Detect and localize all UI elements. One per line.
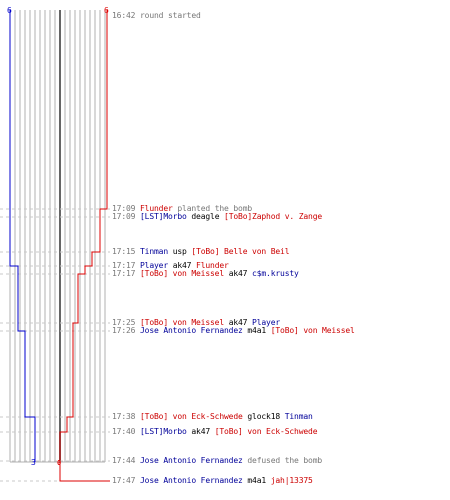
event-weapon: m4a1 [247, 476, 267, 485]
event-player-blue: Player [252, 318, 281, 327]
round-timeline-graph [0, 10, 110, 482]
event-player-red: Flunder [196, 261, 229, 270]
event-player-blue: c$m.krusty [252, 269, 299, 278]
event-row: 16:42 round started [112, 11, 201, 21]
event-weapon: m4a1 [247, 326, 267, 335]
event-player-red: [ToBo]Zaphod v. Zange [224, 212, 323, 221]
event-weapon: ak47 [228, 318, 248, 327]
event-time: 17:40 [112, 427, 136, 436]
event-weapon: ak47 [172, 261, 192, 270]
event-time: 17:44 [112, 456, 136, 465]
event-row: 17:17 Player ak47 Flunder [112, 261, 229, 271]
event-player-red: [ToBo] von Eck-Schwede [214, 427, 318, 436]
event-player-blue: Jose Antonio Fernandez [140, 476, 243, 485]
event-note: round started [140, 11, 201, 20]
red-alive-start-count: 6 [104, 6, 109, 15]
event-player-blue: Jose Antonio Fernandez [140, 326, 243, 335]
event-player-blue: Tinman [140, 247, 169, 256]
event-row: 17:40 [LST]Morbo ak47 [ToBo] von Eck-Sch… [112, 427, 318, 437]
event-player-red: [ToBo] von Meissel [140, 318, 225, 327]
event-time: 17:15 [112, 247, 136, 256]
event-player-red: [ToBo] Belle von Beil [191, 247, 290, 256]
event-player-blue: Jose Antonio Fernandez [140, 456, 243, 465]
event-time: 17:09 [112, 212, 136, 221]
event-row: 17:26 Jose Antonio Fernandez m4a1 [ToBo]… [112, 326, 355, 336]
event-note: planted the bomb [177, 204, 253, 213]
event-row: 17:09 [LST]Morbo deagle [ToBo]Zaphod v. … [112, 212, 322, 222]
event-row: 17:38 [ToBo] von Eck-Schwede glock18 Tin… [112, 412, 313, 422]
event-player-red: [ToBo] von Meissel [270, 326, 355, 335]
blue-alive-start-count: 6 [7, 6, 12, 15]
blue-alive-end-count: 3 [31, 458, 36, 467]
event-time: 17:26 [112, 326, 136, 335]
event-time: 17:25 [112, 318, 136, 327]
event-weapon: deagle [191, 212, 220, 221]
event-player-red: jah|13375 [270, 476, 313, 485]
event-note: defused the bomb [247, 456, 323, 465]
event-player-blue: Player [140, 261, 169, 270]
event-weapon: ak47 [191, 427, 211, 436]
event-time: 17:09 [112, 204, 136, 213]
event-weapon: glock18 [247, 412, 281, 421]
event-weapon: ak47 [228, 269, 248, 278]
event-player-blue: Tinman [284, 412, 313, 421]
event-row: 17:15 Tinman usp [ToBo] Belle von Beil [112, 247, 290, 257]
event-player-blue: [LST]Morbo [140, 212, 187, 221]
event-row: 17:25 [ToBo] von Meissel ak47 Player [112, 318, 280, 328]
event-time: 16:42 [112, 11, 136, 20]
red-team-alive-line [59, 10, 110, 482]
event-time: 17:38 [112, 412, 136, 421]
event-row: 17:09 Flunder planted the bomb [112, 204, 252, 214]
event-time: 17:47 [112, 476, 136, 485]
event-player-red: [ToBo] von Eck-Schwede [140, 412, 243, 421]
event-player-blue: [LST]Morbo [140, 427, 187, 436]
event-row: 17:47 Jose Antonio Fernandez m4a1 jah|13… [112, 476, 313, 486]
event-row: 17:17 [ToBo] von Meissel ak47 c$m.krusty [112, 269, 299, 279]
event-time: 17:17 [112, 269, 136, 278]
event-weapon: usp [172, 247, 187, 256]
event-time: 17:17 [112, 261, 136, 270]
blue-team-alive-line [9, 10, 36, 462]
event-row: 17:44 Jose Antonio Fernandez defused the… [112, 456, 322, 466]
event-player-red: Flunder [140, 204, 173, 213]
event-player-red: [ToBo] von Meissel [140, 269, 225, 278]
red-alive-end-count: 0 [57, 459, 62, 467]
